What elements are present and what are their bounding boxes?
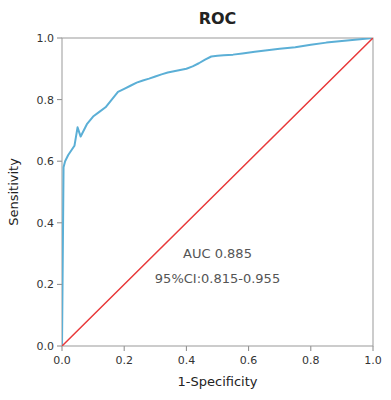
y-tick bbox=[57, 222, 62, 223]
plot-frame bbox=[62, 38, 373, 346]
y-tick bbox=[57, 99, 62, 100]
y-tick bbox=[57, 38, 62, 39]
title: ROC bbox=[199, 9, 237, 28]
axes: 0.0 0.2 0.4 0.6 0.8 1.0 0.0 0.2 0.4 0.6 0.8 1.0 bbox=[37, 32, 382, 367]
y-tick-label: 0.6 bbox=[37, 155, 55, 168]
x-tick bbox=[186, 346, 187, 351]
x-axis-label: 1-Specificity bbox=[178, 374, 258, 389]
y-tick-label: 0.2 bbox=[37, 278, 55, 291]
x-tick-label: 0.8 bbox=[302, 354, 320, 367]
series-line bbox=[62, 38, 373, 346]
y-tick bbox=[57, 284, 62, 285]
annotation: AUC 0.885 bbox=[183, 246, 252, 261]
chart: 0.0 0.2 0.4 0.6 0.8 1.0 0.0 0.2 0.4 0.6 0.8 1.0 AUC … bbox=[0, 0, 391, 400]
annotation: 95%CI:0.815-0.955 bbox=[155, 271, 280, 286]
x-tick bbox=[248, 346, 249, 351]
y-tick-label: 1.0 bbox=[37, 32, 55, 45]
x-tick bbox=[124, 346, 125, 351]
y-tick-label: 0.8 bbox=[37, 94, 55, 107]
x-tick-label: 0.4 bbox=[178, 354, 196, 367]
x-tick bbox=[310, 346, 311, 351]
x-tick-label: 0.0 bbox=[53, 354, 71, 367]
x-tick-label: 0.6 bbox=[240, 354, 258, 367]
annotations: AUC 0.885 95%CI:0.815-0.955 bbox=[155, 246, 280, 286]
y-tick-label: 0.4 bbox=[37, 217, 55, 230]
y-axis-label: Sensitivity bbox=[6, 158, 21, 226]
x-tick bbox=[62, 346, 63, 351]
y-tick bbox=[57, 161, 62, 162]
x-tick-label: 1.0 bbox=[364, 354, 382, 367]
x-tick bbox=[373, 346, 374, 351]
plot-area bbox=[62, 38, 373, 346]
series-line bbox=[62, 38, 373, 346]
y-tick-label: 0.0 bbox=[37, 340, 55, 353]
x-tick-label: 0.2 bbox=[115, 354, 133, 367]
y-tick bbox=[57, 346, 62, 347]
